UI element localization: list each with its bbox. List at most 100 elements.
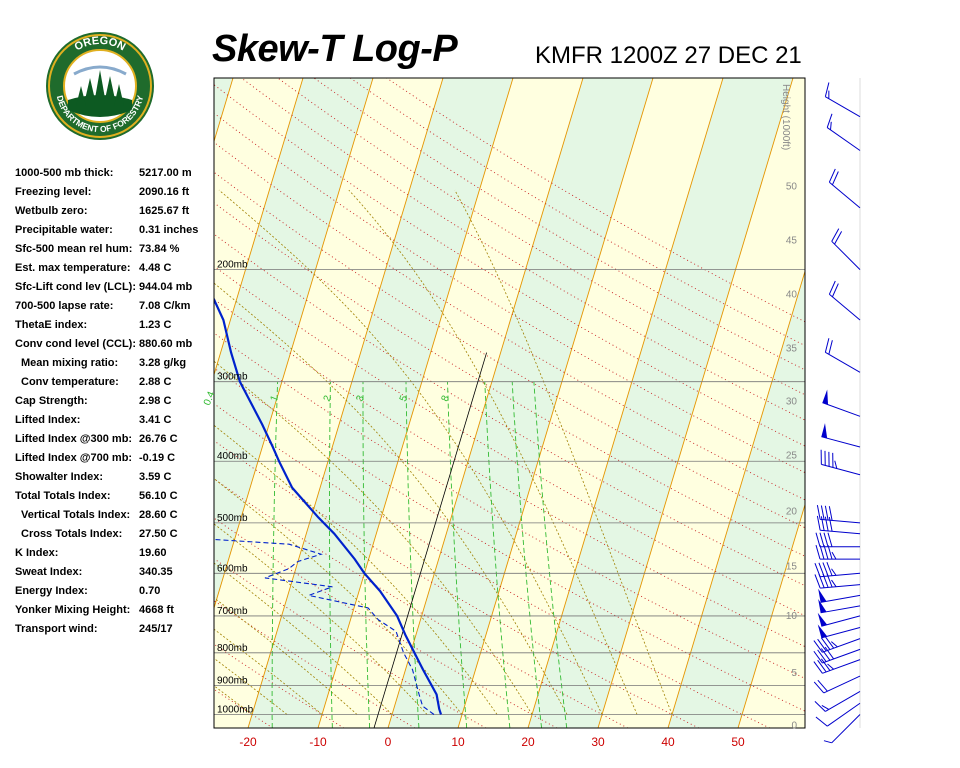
pressure-label: 1000mb [217, 705, 254, 716]
isotherm-band [528, 78, 793, 728]
dry-adiabat [214, 643, 345, 728]
stat-label: ThetaE index: [15, 319, 88, 331]
stat-row: ThetaE index: 1.23 C [15, 319, 215, 338]
stat-label: Conv temperature: [21, 376, 119, 388]
wind-barb [826, 113, 861, 151]
wind-barb [828, 168, 861, 209]
stat-row: Sweat Index: 340.35 [15, 566, 215, 585]
stat-row: 700-500 lapse rate: 7.08 C/km [15, 300, 215, 319]
stat-label: Transport wind: [15, 623, 98, 635]
height-tick-label: 30 [786, 396, 798, 407]
stat-value: 26.76 C [139, 433, 178, 445]
wind-barb [824, 82, 861, 118]
moist-adiabat [214, 657, 288, 715]
stat-value: 3.28 g/kg [139, 357, 187, 369]
isotherm-line [387, 78, 584, 728]
stat-value: 7.08 C/km [139, 300, 191, 312]
stat-row: Cross Totals Index: 27.50 C [15, 528, 215, 547]
stat-value: 944.04 mb [139, 281, 193, 293]
height-tick-label: 5 [791, 668, 797, 679]
isotherm-band [214, 78, 233, 142]
stat-row: Sfc-500 mean rel hum: 73.84 % [15, 243, 215, 262]
stat-row: K Index: 19.60 [15, 547, 215, 566]
height-axis-label: Height (1000ft) [780, 84, 791, 150]
pressure-label: 300mb [217, 372, 248, 383]
isotherm-line [808, 78, 960, 728]
mixing-ratio-line [405, 381, 420, 728]
stat-value: 5217.00 m [139, 167, 192, 179]
stat-row: Yonker Mixing Height: 4668 ft [15, 604, 215, 623]
wind-barb [828, 280, 861, 321]
mixing-ratio-line [329, 381, 333, 728]
stat-label: Wetbulb zero: [15, 205, 88, 217]
height-tick-label: 35 [786, 343, 798, 354]
dry-adiabat [0, 78, 202, 728]
wind-barb [823, 714, 861, 744]
stat-label: Lifted Index @700 mb: [15, 452, 133, 464]
pressure-label: 500mb [217, 513, 248, 524]
wind-barb [821, 423, 861, 448]
wind-barb [814, 691, 861, 712]
moist-adiabat [214, 523, 428, 715]
stat-value: 880.60 mb [139, 338, 193, 350]
stat-value: 73.84 % [139, 243, 180, 255]
pressure-label: 600mb [217, 563, 248, 574]
dry-adiabat [214, 440, 699, 728]
x-tick-label: 10 [451, 735, 465, 749]
stat-value: 2.98 C [139, 395, 172, 407]
x-tick-label: -10 [309, 735, 327, 749]
moist-adiabat [214, 562, 393, 715]
stat-value: -0.19 C [139, 452, 176, 464]
dry-adiabat [214, 517, 558, 728]
moist-adiabat [454, 189, 673, 715]
wind-barb [816, 505, 861, 524]
stat-row: Freezing level: 2090.16 ft [15, 186, 215, 205]
wind-barb [815, 544, 860, 560]
wind-barb [815, 702, 861, 727]
isotherm-line [214, 78, 304, 377]
stat-value: 1.23 C [139, 319, 172, 331]
wind-barb [813, 636, 861, 653]
stat-value: 2090.16 ft [139, 186, 190, 198]
stat-value: 245/17 [139, 623, 173, 635]
dry-adiabat [0, 78, 131, 728]
height-tick-label: 25 [786, 451, 798, 462]
moist-adiabat [214, 282, 568, 715]
stat-row: Vertical Totals Index: 28.60 C [15, 509, 215, 528]
mixing-ratio-label: 1 [269, 394, 281, 404]
stat-row: Cap Strength: 2.98 C [15, 395, 215, 414]
stat-value: 3.59 C [139, 471, 172, 483]
wind-barb [813, 675, 861, 694]
isotherm-line [457, 78, 654, 728]
temperature-line [214, 296, 443, 715]
stat-label: 700-500 lapse rate: [15, 300, 114, 312]
stat-row: Sfc-Lift cond lev (LCL): 944.04 mb [15, 281, 215, 300]
moist-adiabat [214, 360, 533, 715]
wind-barb [817, 612, 861, 627]
isotherm-line [0, 78, 163, 728]
stat-value: 1625.67 ft [139, 205, 190, 217]
plot-area [0, 78, 960, 728]
wind-barb [816, 515, 861, 535]
stat-label: Showalter Index: [15, 471, 104, 483]
stat-label: Lifted Index @300 mb: [15, 433, 133, 445]
moist-adiabat [214, 597, 358, 715]
isotherm-line [737, 503, 805, 728]
mixing-ratio-line [362, 381, 371, 728]
stat-label: Sfc-Lift cond lev (LCL): [15, 281, 136, 293]
dewpoint-line [214, 538, 435, 715]
moist-adiabat [214, 478, 463, 715]
stat-label: Total Totals Index: [15, 490, 111, 502]
isotherm-line [0, 78, 93, 728]
stat-row: Lifted Index @300 mb: 26.76 C [15, 433, 215, 452]
isotherm-line [597, 78, 794, 728]
stat-label: Precipitable water: [15, 224, 113, 236]
height-tick-label: 45 [786, 235, 798, 246]
pressure-label: 900mb [217, 675, 248, 686]
chart-title: Skew-T Log-P [212, 28, 458, 70]
pressure-label: 700mb [217, 606, 248, 617]
mixing-ratio-line [511, 381, 543, 728]
mixing-ratio-line [271, 381, 279, 728]
stats-panel: 1000-500 mb thick: 5217.00 m Freezing leve… [15, 167, 215, 642]
